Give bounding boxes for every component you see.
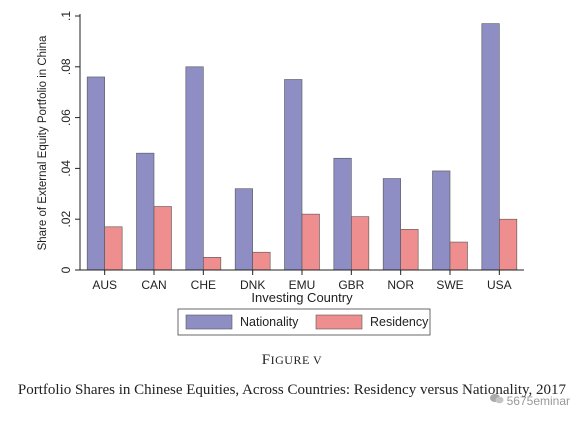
x-tick-label: AUS	[92, 278, 117, 292]
x-tick-label: USA	[487, 278, 512, 292]
axes-layer: 0 .02 .04 .06 .08 .1 AUS CAN CHE DNK EMU GBR NOR SWE U…	[37, 11, 524, 305]
x-axis-title: Investing Country	[251, 290, 353, 305]
legend: Nationality Residency	[177, 308, 431, 336]
x-tick-label: SWE	[436, 278, 463, 292]
x-tick-label: NOR	[387, 278, 414, 292]
bar-nationality-aus	[86, 76, 105, 271]
legend-swatch-nationality	[185, 314, 233, 330]
y-tick-label: .04	[59, 160, 73, 177]
bar-nationality-gbr	[333, 157, 352, 271]
bar-nationality-swe	[432, 170, 451, 271]
bar-residency-gbr	[351, 216, 370, 271]
legend-label-residency: Residency	[370, 315, 429, 329]
y-tick-label: .1	[59, 11, 73, 21]
bar-residency-che	[203, 256, 222, 271]
x-tick-label: GBR	[338, 278, 364, 292]
bar-nationality-dnk	[234, 188, 253, 271]
watermark: 5675eminar	[489, 393, 570, 408]
watermark-text: 5675eminar	[506, 393, 570, 408]
bar-residency-can	[153, 206, 172, 271]
legend-swatch-residency	[315, 314, 363, 330]
x-tick-label: CAN	[141, 278, 166, 292]
chat-bubble-icon	[489, 393, 504, 408]
x-tick-label: CHE	[191, 278, 216, 292]
y-tick-label: .08	[59, 58, 73, 75]
y-tick-label: .06	[59, 109, 73, 126]
y-tick-label: .02	[59, 211, 73, 228]
bar-residency-aus	[104, 226, 123, 271]
y-tick-label: 0	[59, 266, 73, 273]
y-axis-title: Share of External Equity Portfolio in Ch…	[37, 35, 49, 250]
bar-nationality-nor	[382, 178, 401, 271]
bar-nationality-che	[185, 66, 204, 271]
x-tick-label: DNK	[240, 278, 265, 292]
bar-nationality-usa	[481, 23, 500, 271]
figure-label: FIGURE V	[261, 352, 323, 368]
bar-residency-usa	[499, 218, 518, 271]
figure-caption: Portfolio Shares in Chinese Equities, Ac…	[17, 382, 567, 398]
bar-nationality-can	[136, 152, 155, 271]
chart: 0 .02 .04 .06 .08 .1 AUS CAN CHE DNK EMU GBR NOR SWE U…	[37, 11, 524, 336]
bar-nationality-emu	[284, 79, 303, 271]
x-tick-label: EMU	[289, 278, 316, 292]
bar-residency-dnk	[252, 251, 271, 271]
legend-label-nationality: Nationality	[240, 315, 299, 329]
bars-layer	[86, 23, 518, 271]
bar-chart-svg: 0 .02 .04 .06 .08 .1 AUS CAN CHE DNK EMU GBR NOR SWE U…	[37, 11, 524, 336]
bar-residency-emu	[301, 213, 320, 271]
bar-residency-nor	[400, 229, 419, 271]
bar-residency-swe	[449, 241, 468, 271]
